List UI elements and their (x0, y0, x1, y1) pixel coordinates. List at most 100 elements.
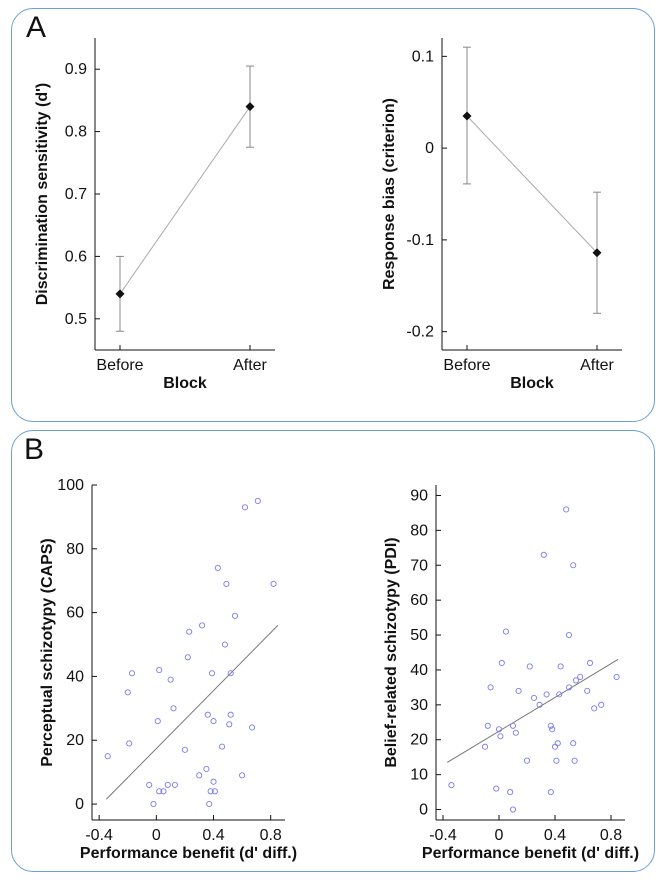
chart-1-x-tick-label: After (233, 357, 267, 374)
chart-4-y-tick-label: 90 (410, 487, 428, 504)
chart-3-scatter-point (156, 666, 163, 674)
chart-3-scatter-point (210, 718, 217, 725)
chart-3-scatter-point (104, 753, 111, 760)
chart-3-scatter-point (170, 705, 177, 712)
chart-4-scatter-point (543, 691, 550, 698)
chart-2-series-line (466, 115, 598, 254)
chart-4-y-tick-label: 60 (410, 592, 428, 609)
chart-4-x-tick-label: 0.4 (544, 827, 566, 844)
chart-3-scatter-point (209, 670, 216, 677)
chart-4-y-tick-label: 30 (410, 697, 428, 714)
chart-4-scatter-point (565, 684, 573, 691)
chart-4-scatter-point (591, 705, 598, 712)
chart-3-scatter-point (227, 711, 234, 718)
chart-3-scatter-point (160, 788, 167, 795)
chart-4-scatter-point (540, 551, 547, 558)
chart-3-scatter-point (184, 654, 191, 661)
chart-2-y-tick-label: -0.1 (406, 232, 434, 249)
chart-4-scatter-point (536, 701, 543, 708)
chart-1-y-tick-label: 0.6 (65, 248, 87, 265)
chart-4-y-axis-title: Belief-related schizotypy (PDI) (383, 537, 400, 767)
chart-3-y-tick-label: 0 (75, 796, 84, 813)
chart-2-x-axis-title: Block (510, 375, 554, 392)
chart-3-y-tick-label: 40 (66, 668, 84, 685)
chart-3-fit-line (105, 625, 279, 800)
chart-3-scatter-point (254, 497, 261, 505)
chart-3-scatter-point (223, 580, 230, 587)
panel-a-letter: A (26, 11, 47, 44)
chart-3-scatter-point (206, 800, 213, 808)
chart-4-scatter-point (571, 757, 578, 764)
chart-3-scatter-point (221, 641, 229, 648)
chart-3-scatter-point (128, 670, 136, 677)
panel-b: B (11, 430, 655, 872)
chart-3-scatter-point (203, 765, 210, 773)
chart-1-data-point (245, 102, 255, 112)
chart-4-scatter-point (487, 684, 494, 691)
chart-4-scatter-point (586, 659, 594, 667)
chart-4-scatter-point (557, 663, 564, 670)
chart-4-scatter-point (448, 782, 455, 789)
chart-4-y-tick-label: 0 (419, 802, 428, 819)
chart-4-scatter-point (553, 757, 560, 764)
chart-4-y-tick-label: 40 (410, 662, 428, 679)
chart-3-scatter-point (204, 711, 211, 718)
chart-3-scatter-point (150, 800, 157, 808)
chart-2-x-tick-label: Before (443, 357, 490, 374)
chart-3-scatter-point (219, 743, 226, 750)
chart-4-scatter-point (551, 743, 559, 750)
chart-4-y-tick-label: 80 (410, 522, 428, 539)
chart-4-scatter-point (554, 740, 561, 747)
chart-4-scatter-point (495, 726, 503, 733)
chart-2-y-axis-title: Response bias (criterion) (381, 98, 398, 290)
chart-2-data-point (592, 248, 602, 258)
chart-2-data-point (462, 111, 472, 121)
chart-3-scatter-point (249, 724, 256, 731)
chart-3-y-tick-label: 100 (57, 477, 84, 494)
chart-3-scatter-point (156, 788, 163, 795)
chart-4-scatter-point (502, 628, 510, 635)
chart-4-scatter-point (484, 722, 491, 729)
chart-4-scatter-point (570, 562, 577, 569)
chart-1-series-line (119, 106, 251, 295)
chart-4-scatter-point (549, 726, 556, 733)
chart-4-scatter-point (523, 757, 531, 764)
chart-4-scatter-point (497, 733, 504, 740)
chart-3-scatter-point (239, 772, 246, 779)
chart-3-scatter-point (154, 718, 161, 725)
chart-2-x-tick-label: After (580, 357, 614, 374)
chart-1-y-tick-label: 0.7 (65, 186, 87, 203)
chart-4-x-tick-label: 0.8 (600, 827, 622, 844)
chart-1-y-tick-label: 0.8 (65, 124, 87, 141)
chart-4-y-tick-label: 10 (410, 767, 428, 784)
chart-2-y-tick-label: -0.2 (406, 324, 434, 341)
chart-4-scatter-point (507, 789, 514, 796)
chart-4-scatter-point (570, 740, 577, 747)
chart-4-scatter-point (584, 687, 591, 694)
chart-4-y-tick-label: 50 (410, 627, 428, 644)
chart-4-scatter-point (598, 701, 605, 708)
chart-3-scatter-point (126, 740, 133, 747)
chart-4-scatter-point (512, 729, 519, 736)
chart-4-scatter-point (493, 785, 500, 792)
chart-3-scatter-point (196, 772, 203, 779)
chart-3-scatter-point (270, 580, 277, 587)
chart-4-scatter-point (530, 694, 538, 701)
chart-4-scatter-point (563, 506, 570, 513)
chart-4-scatter-point (577, 673, 584, 680)
panel-a: A (11, 8, 655, 422)
chart-3-y-tick-label: 20 (66, 732, 84, 749)
chart-3-x-tick-label: 0.4 (202, 827, 224, 844)
chart-4-y-tick-label: 70 (410, 557, 428, 574)
chart-4-fit-line (446, 659, 619, 763)
chart-3-scatter-point (164, 781, 171, 788)
chart-2-y-tick-label: 0 (425, 140, 434, 157)
chart-4-y-tick-label: 20 (410, 732, 428, 749)
chart-3-scatter-point (199, 622, 206, 629)
chart-1-y-tick-label: 0.9 (65, 61, 87, 78)
chart-3-y-axis-title: Perceptual schizotypy (CAPS) (39, 538, 56, 767)
chart-4-scatter-point (481, 743, 489, 750)
chart-4-scatter-point (515, 687, 522, 694)
chart-4-x-axis-title: Performance benefit (d' diff.) (422, 845, 639, 862)
